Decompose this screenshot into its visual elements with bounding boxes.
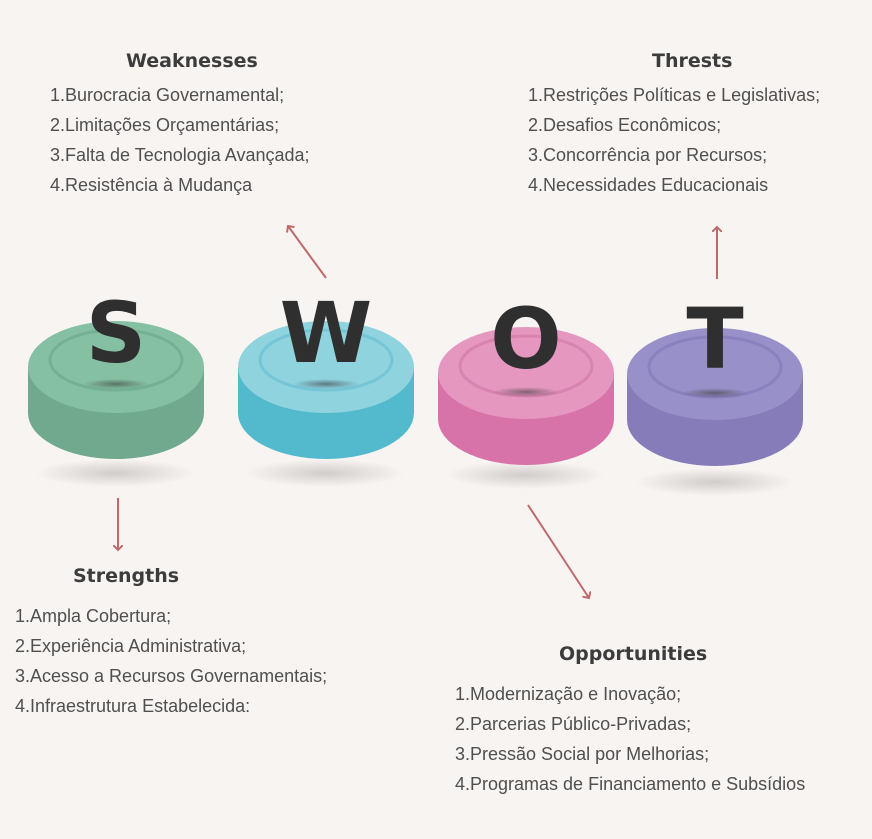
s-disc-shadow bbox=[35, 459, 195, 487]
letter-s: S bbox=[86, 284, 147, 382]
t-disc bbox=[627, 328, 803, 466]
strengths-list: 1.Ampla Cobertura; 2.Experiência Adminis… bbox=[15, 601, 327, 721]
letter-w: W bbox=[280, 284, 373, 382]
list-item: 4.Programas de Financiamento e Subsídios bbox=[455, 774, 806, 794]
o-disc bbox=[438, 327, 614, 465]
strengths-block: Strengths 1.Ampla Cobertura; 2.Experiênc… bbox=[15, 565, 327, 721]
t-disc-shadow bbox=[635, 468, 795, 496]
w-disc bbox=[238, 321, 414, 459]
list-item: 2.Experiência Administrativa; bbox=[15, 636, 247, 656]
list-item: 4.Necessidades Educacionais bbox=[528, 175, 769, 195]
list-item: 2.Parcerias Público-Privadas; bbox=[455, 714, 692, 734]
threats-title: Thrests bbox=[652, 50, 733, 72]
o-disc-shadow bbox=[445, 461, 605, 489]
weaknesses-title: Weaknesses bbox=[126, 50, 258, 72]
list-item: 1.Ampla Cobertura; bbox=[15, 606, 172, 626]
threats-block: Thrests 1.Restrições Políticas e Legisla… bbox=[528, 50, 820, 200]
list-item: 1.Restrições Políticas e Legislativas; bbox=[528, 85, 821, 105]
list-item: 2.Limitações Orçamentárias; bbox=[50, 115, 280, 135]
w-disc-shadow bbox=[245, 459, 405, 487]
arrow-to-weaknesses bbox=[288, 226, 327, 279]
list-item: 3.Pressão Social por Melhorias; bbox=[455, 744, 710, 764]
list-item: 3.Falta de Tecnologia Avançada; bbox=[50, 145, 310, 165]
letter-t: T bbox=[686, 290, 743, 388]
strengths-title: Strengths bbox=[73, 565, 180, 587]
list-item: 4.Resistência à Mudança bbox=[50, 175, 253, 195]
list-item: 3.Concorrência por Recursos; bbox=[528, 145, 768, 165]
list-item: 4.Infraestrutura Estabelecida: bbox=[15, 696, 251, 716]
weaknesses-block: Weaknesses 1.Burocracia Governamental; 2… bbox=[50, 50, 310, 200]
arrow-to-opportunities bbox=[527, 504, 589, 598]
s-disc bbox=[28, 321, 204, 459]
opportunities-block: Opportunities 1.Modernização e Inovação;… bbox=[455, 643, 805, 799]
weaknesses-list: 1.Burocracia Governamental; 2.Limitações… bbox=[50, 80, 310, 200]
list-item: 1.Modernização e Inovação; bbox=[455, 684, 682, 704]
opportunities-title: Opportunities bbox=[559, 643, 708, 665]
list-item: 1.Burocracia Governamental; bbox=[50, 85, 285, 105]
list-item: 3.Acesso a Recursos Governamentais; bbox=[15, 666, 328, 686]
opportunities-list: 1.Modernização e Inovação; 2.Parcerias P… bbox=[455, 679, 805, 799]
threats-list: 1.Restrições Políticas e Legislativas; 2… bbox=[528, 80, 820, 200]
list-item: 2.Desafios Econômicos; bbox=[528, 115, 722, 135]
letter-o: O bbox=[490, 290, 561, 388]
